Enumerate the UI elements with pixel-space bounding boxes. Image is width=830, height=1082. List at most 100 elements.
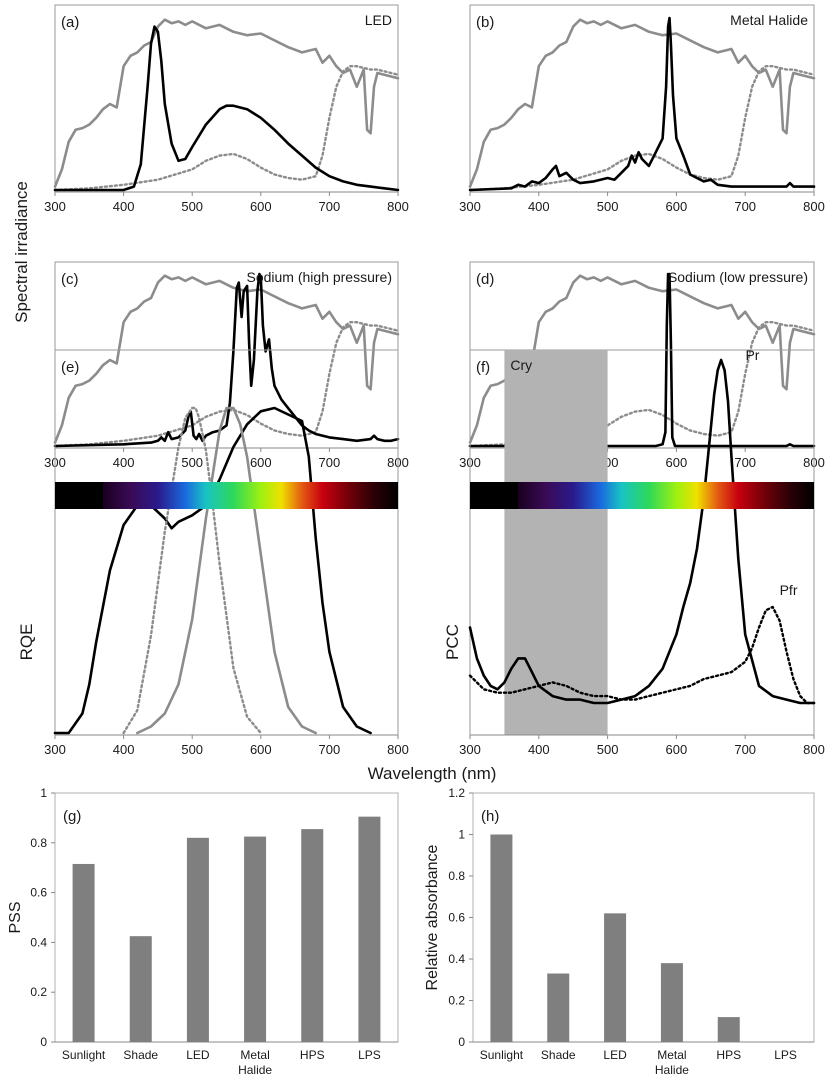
bar-g-5 [358, 816, 381, 1042]
x-tick-label: 300 [459, 199, 481, 214]
x-tick-label: 700 [734, 199, 756, 214]
plot-frame-a [54, 4, 399, 193]
plot-frame-g [54, 792, 399, 1043]
panel-label-e: (e) [61, 359, 79, 376]
x-tick-label: 700 [734, 742, 756, 757]
x-tick-label: 400 [113, 742, 135, 757]
series-line-e-2 [136, 406, 318, 735]
series-line-a-lamp [53, 25, 400, 192]
y-tick-label: 0.8 [448, 869, 465, 883]
series-line-b-lamp [468, 16, 816, 192]
x-category-label-line: Halide [655, 1063, 689, 1077]
bar-h-0 [490, 834, 513, 1042]
x-tick-label: 300 [44, 199, 66, 214]
x-category-label: LPS [774, 1048, 797, 1062]
panel-title-b: Metal Halide [730, 12, 808, 28]
bar-g-4 [301, 829, 324, 1042]
y-tick-label: 0.6 [30, 886, 47, 900]
x-category-label: Sunlight [480, 1048, 524, 1062]
x-tick-label: 600 [250, 742, 272, 757]
panel-title-d: Sodium (low pressure) [668, 269, 808, 285]
x-tick-label: 400 [113, 455, 135, 470]
x-category-label: HPS [716, 1048, 741, 1062]
series-line-d-lamp [468, 272, 816, 448]
panel-label-c: (c) [61, 271, 79, 288]
y-tick-label: 0.6 [448, 911, 465, 925]
x-category-label: Metal Halide [238, 1048, 272, 1077]
panel-label-b: (b) [476, 14, 494, 31]
series-line-c-sunlight [53, 274, 400, 444]
x-category-label-line: Metal [240, 1048, 269, 1062]
series-line-b-sunlight [468, 18, 816, 188]
x-tick-label: 500 [181, 199, 203, 214]
series-label-pfr: Pfr [780, 582, 798, 598]
x-category-label: Metal Halide [655, 1048, 689, 1077]
cry-band-f [504, 350, 608, 735]
x-category-label-line: Metal [657, 1048, 686, 1062]
x-tick-label: 700 [319, 742, 341, 757]
y-tick-label: 0.8 [30, 836, 47, 850]
y-tick-label: 0.4 [448, 952, 465, 966]
plot-frame-h [472, 792, 815, 1043]
bar-g-1 [129, 936, 152, 1042]
x-category-label: Shade [123, 1048, 158, 1062]
ylabel-pcc: PCC [443, 624, 462, 660]
series-line-a-shade [53, 64, 400, 192]
panels-layer: 300 400 500 600 700 800 (a) LED 300 400 500 600 700 8… [7, 4, 825, 1077]
x-tick-label: 800 [803, 742, 825, 757]
y-tick-label: 1.2 [448, 786, 465, 800]
x-tick-label: 600 [666, 199, 688, 214]
series-line-e-1 [122, 406, 262, 735]
y-tick-label: 0 [458, 1035, 465, 1049]
x-tick-label: 300 [44, 742, 66, 757]
x-tick-label: 300 [459, 742, 481, 757]
spectrum-strip-right [470, 482, 814, 509]
x-category-label: LED [186, 1048, 210, 1062]
ylabel-g: PSS [7, 901, 24, 933]
x-category-label-line: Halide [238, 1063, 272, 1077]
panel-label-f: (f) [476, 359, 490, 376]
bar-h-4 [717, 1017, 740, 1042]
x-tick-label: 500 [597, 742, 619, 757]
y-tick-label: 0.2 [448, 994, 465, 1008]
spectrum-strip-left [55, 482, 398, 509]
ylabel-spectral-irradiance: Spectral irradiance [12, 181, 31, 323]
y-tick-label: 0 [40, 1035, 47, 1049]
series-line-c-lamp [53, 272, 400, 448]
x-tick-label: 700 [319, 199, 341, 214]
x-category-label: LPS [358, 1048, 381, 1062]
series-line-f-Pr [468, 358, 816, 705]
xlabel-wavelength: Wavelength (nm) [368, 764, 497, 783]
x-tick-label: 800 [387, 199, 409, 214]
y-tick-label: 1 [458, 828, 465, 842]
series-line-c-shade [53, 321, 400, 448]
series-line-f-Pfr [468, 605, 816, 705]
x-tick-label: 600 [666, 742, 688, 757]
y-tick-label: 0.2 [30, 985, 47, 999]
bar-h-3 [660, 963, 683, 1042]
x-category-label: Sunlight [62, 1048, 106, 1062]
bar-h-2 [604, 913, 627, 1042]
x-tick-label: 500 [181, 455, 203, 470]
y-tick-label: 0.4 [30, 935, 47, 949]
x-category-label: Shade [541, 1048, 576, 1062]
plot-frame-b [469, 4, 815, 193]
x-category-label: LED [603, 1048, 627, 1062]
cry-band-label: Cry [510, 357, 532, 373]
x-tick-label: 700 [319, 455, 341, 470]
x-tick-label: 500 [181, 742, 203, 757]
x-tick-label: 400 [528, 199, 550, 214]
panel-label-h: (h) [481, 808, 499, 825]
x-tick-label: 600 [250, 199, 272, 214]
x-tick-label: 400 [113, 199, 135, 214]
y-tick-label: 1 [40, 786, 47, 800]
series-line-b-shade [468, 64, 816, 192]
x-tick-label: 800 [803, 199, 825, 214]
panel-title-c: Sodium (high pressure) [246, 269, 392, 285]
bar-g-3 [244, 836, 267, 1042]
ylabel-h: Relative absorbance [424, 844, 441, 990]
series-line-d-shade [468, 321, 816, 448]
ylabel-rqe: RQE [17, 624, 36, 661]
x-tick-label: 600 [666, 455, 688, 470]
